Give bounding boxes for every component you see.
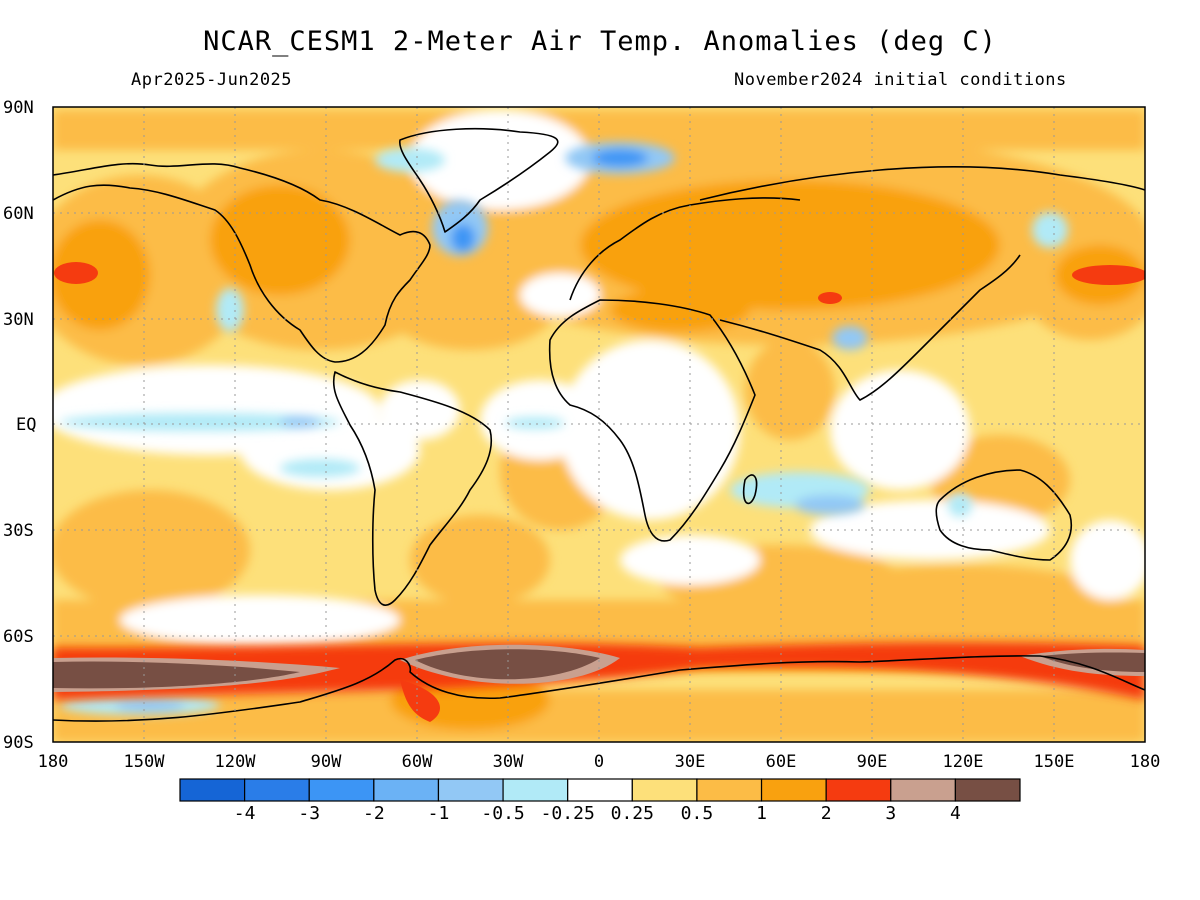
colorbar-swatch	[308, 778, 375, 802]
colorbar-swatch	[760, 778, 827, 802]
colorbar-label: -3	[298, 803, 320, 824]
lat-label-90n: 90N	[3, 98, 34, 118]
colorbar-swatch	[890, 778, 956, 802]
colorbar-label: 3	[885, 803, 896, 824]
hot-spots	[54, 262, 1145, 304]
colorbar-label: -4	[234, 803, 256, 824]
colorbar-swatch	[437, 778, 504, 802]
lon-label-90w: 90W	[311, 752, 342, 772]
lat-label-90s: 90S	[3, 733, 34, 753]
colorbar-label: -0.5	[481, 803, 524, 824]
forecast-period: Apr2025-Jun2025	[131, 70, 293, 90]
lon-label-150w: 150W	[124, 752, 166, 772]
colorbar-swatch	[954, 778, 1021, 802]
lon-label-30w: 30W	[493, 752, 524, 772]
lon-label-90e: 90E	[857, 752, 888, 772]
colorbar-label: 0.5	[681, 803, 714, 824]
lon-label-0: 0	[594, 752, 604, 772]
antarctic-anomaly-band	[53, 642, 1145, 722]
colorbar-label: -1	[428, 803, 450, 824]
lon-label-120e: 120E	[943, 752, 984, 772]
colorbar-label: 1	[756, 803, 767, 824]
lat-label-eq: EQ	[16, 415, 36, 435]
lat-label-60n: 60N	[3, 204, 34, 224]
anomaly-field	[53, 107, 1145, 742]
colorbar-swatch	[631, 778, 698, 802]
lon-label-60w: 60W	[402, 752, 433, 772]
colorbar-swatch	[179, 778, 246, 802]
colorbar-swatch	[244, 778, 310, 802]
lon-label-120w: 120W	[215, 752, 257, 772]
colorbar-swatch	[502, 778, 569, 802]
lon-label-150e: 150E	[1034, 752, 1075, 772]
longitude-axis: 180 150W 120W 90W 60W 30W 0 30E 60E 90E …	[38, 752, 1161, 772]
colorbar-swatch	[567, 778, 633, 802]
lat-label-30s: 30S	[3, 521, 34, 541]
colorbar-swatch	[696, 778, 763, 802]
lon-label-180w: 180	[38, 752, 69, 772]
colorbar-label: 4	[950, 803, 961, 824]
lon-label-180e: 180	[1130, 752, 1161, 772]
map-title: NCAR_CESM1 2-Meter Air Temp. Anomalies (…	[203, 26, 997, 57]
graticule	[53, 107, 1145, 742]
colorbar-label: -2	[363, 803, 385, 824]
lat-label-60s: 60S	[3, 627, 34, 647]
map-frame	[52, 106, 1146, 743]
latitude-axis: 90N 60N 30N EQ 30S 60S 90S	[3, 98, 36, 753]
lon-label-60e: 60E	[766, 752, 797, 772]
lon-label-30e: 30E	[675, 752, 706, 772]
colorbar-label: -0.25	[541, 803, 595, 824]
initial-conditions: November2024 initial conditions	[734, 70, 1067, 90]
lat-label-30n: 30N	[3, 310, 34, 330]
colorbar-swatch	[825, 778, 892, 802]
colorbar	[179, 778, 1021, 802]
colorbar-label: 0.25	[611, 803, 654, 824]
colorbar-labels: -4 -3 -2 -1 -0.5 -0.25 0.25 0.5 1 2 3 4	[234, 803, 961, 824]
colorbar-swatch	[373, 778, 440, 802]
cool-anomalies	[60, 142, 1068, 715]
colorbar-label: 2	[821, 803, 832, 824]
coastlines	[53, 127, 1145, 722]
